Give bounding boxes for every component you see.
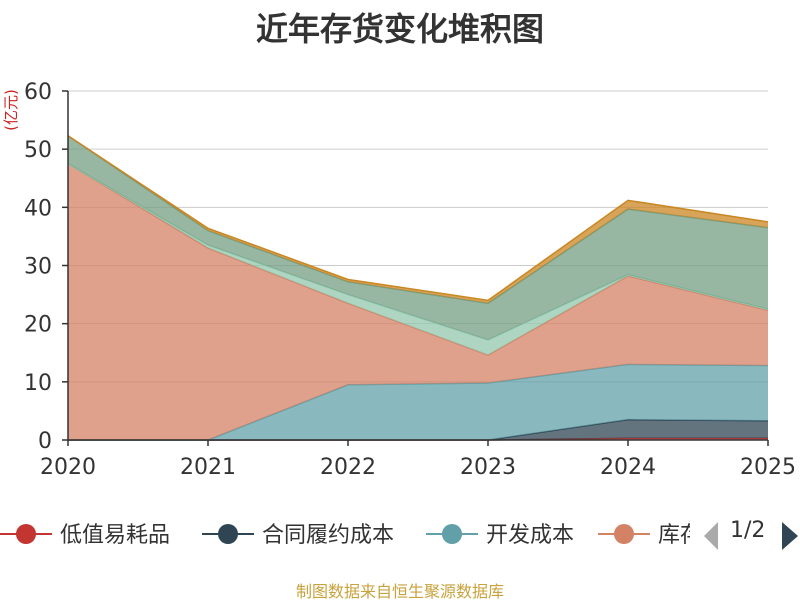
y-tick-label: 30	[24, 255, 52, 280]
legend-marker	[614, 524, 634, 544]
legend-page-indicator: 1/2	[730, 518, 766, 543]
legend-prev-arrow[interactable]	[704, 522, 718, 550]
legend-item[interactable]: 库存商品	[598, 523, 746, 548]
legend: 低值易耗品 合同履约成本 开发成本 库存商品	[0, 523, 746, 548]
legend-next-arrow[interactable]	[782, 522, 798, 550]
legend-label: 库存商品	[658, 523, 746, 548]
legend-item[interactable]: 低值易耗品	[0, 523, 170, 548]
x-tick-label: 2022	[320, 455, 376, 480]
x-tick-label: 2025	[740, 455, 796, 480]
legend-items: 低值易耗品 合同履约成本 开发成本 库存商品	[0, 523, 746, 548]
area-series	[68, 364, 768, 440]
x-tick-label: 2024	[600, 455, 656, 480]
legend-item[interactable]: 合同履约成本	[202, 523, 394, 548]
data-source-footer: 制图数据来自恒生聚源数据库	[295, 582, 504, 601]
y-tick-label: 20	[24, 313, 52, 338]
x-tick-label: 2023	[460, 455, 516, 480]
area-series	[68, 135, 768, 340]
y-tick-label: 40	[24, 196, 52, 221]
x-tick-label: 2021	[180, 455, 236, 480]
y-tick-label: 60	[24, 80, 52, 105]
legend-item[interactable]: 开发成本	[426, 523, 574, 548]
legend-marker	[16, 524, 36, 544]
y-tick-label: 10	[24, 371, 52, 396]
area-series	[68, 163, 768, 441]
chart-title: 近年存货变化堆积图	[255, 10, 544, 48]
legend-marker	[218, 524, 238, 544]
y-tick-label: 0	[38, 429, 52, 454]
series-line	[67, 135, 769, 302]
legend-label: 合同履约成本	[262, 523, 394, 548]
legend-marker	[442, 524, 462, 544]
y-tick-label: 50	[24, 138, 52, 163]
legend-label: 低值易耗品	[60, 523, 170, 548]
x-tick-label: 2020	[40, 455, 96, 480]
legend-label: 开发成本	[486, 523, 574, 548]
